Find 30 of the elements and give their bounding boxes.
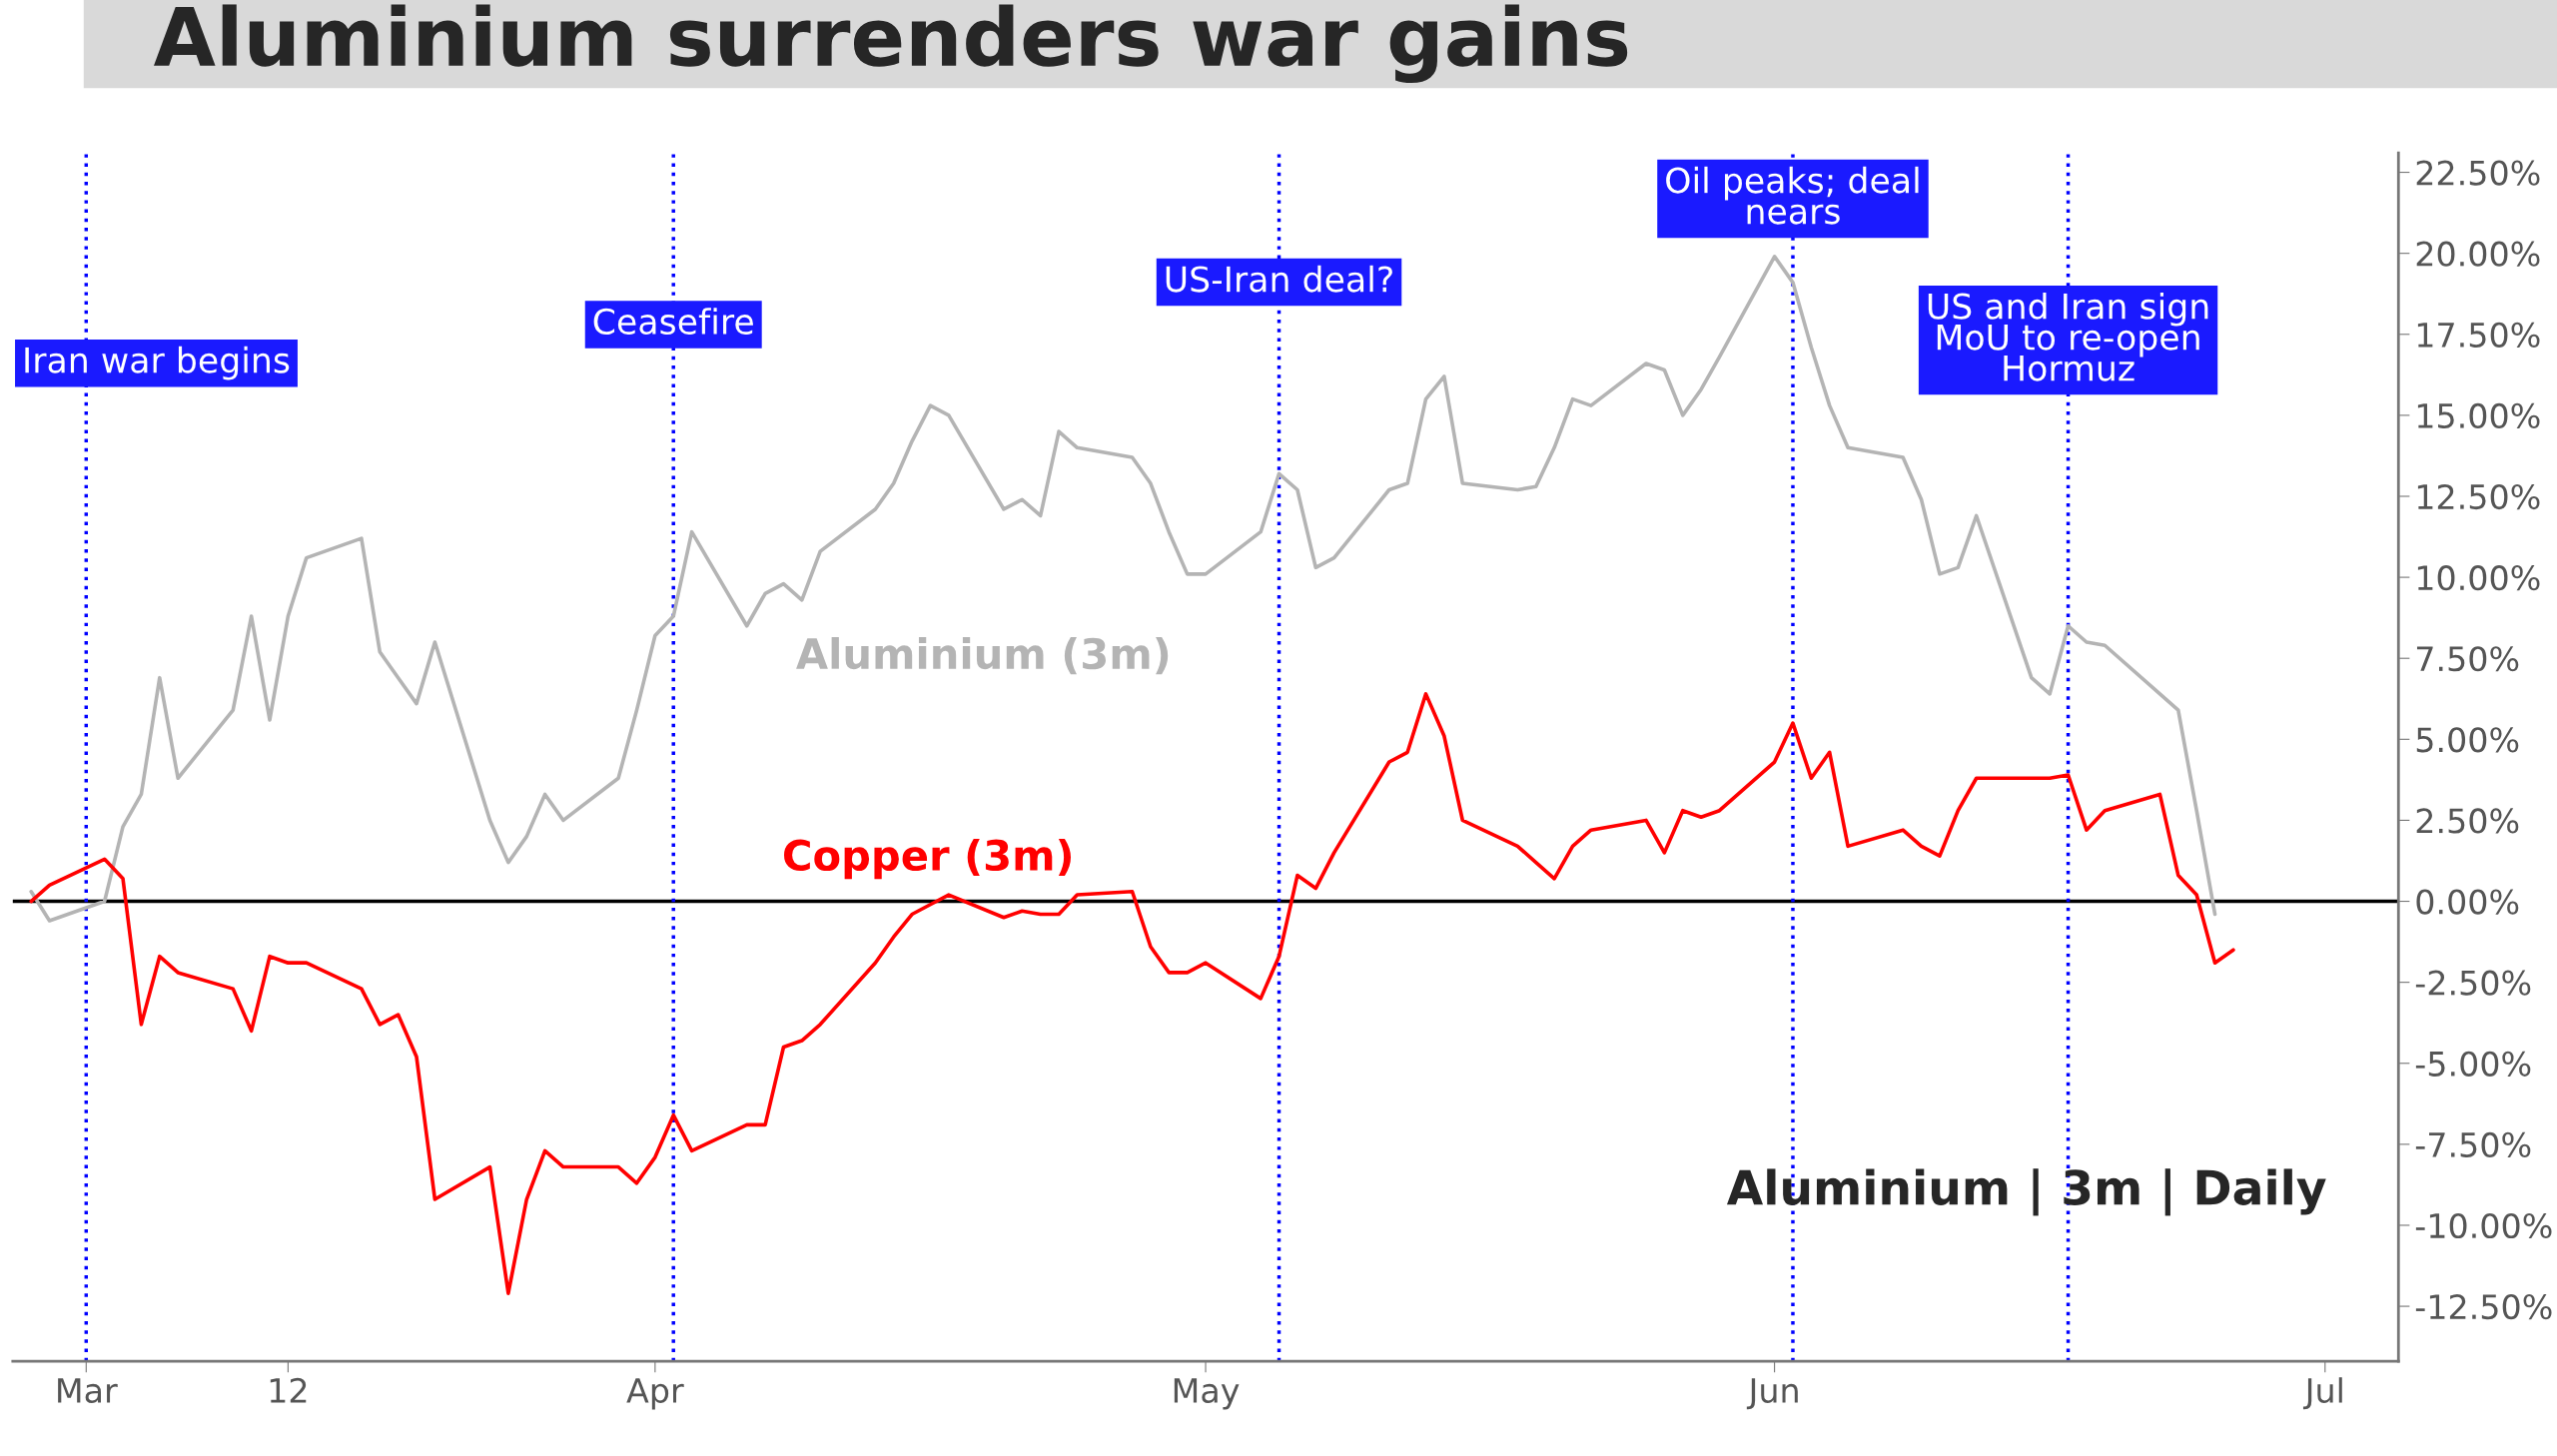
y-tick-label: -12.50% <box>2415 1294 2552 1320</box>
y-tick-label: 15.00% <box>2417 402 2540 429</box>
series-label: Copper (3m) <box>784 838 1072 880</box>
ref-line-label: Iran war begins <box>25 346 290 380</box>
x-tick-label: Apr <box>626 1378 684 1410</box>
y-tick-label: 7.50% <box>2416 646 2519 672</box>
y-tick-label: -10.00% <box>2415 1212 2552 1239</box>
y-tick-label: 17.50% <box>2417 322 2540 348</box>
y-tick-label: -5.00% <box>2415 1051 2531 1077</box>
x-tick-label: Jul <box>2302 1377 2342 1410</box>
y-tick-label: 2.50% <box>2416 808 2519 834</box>
y-tick-label: 20.00% <box>2416 241 2540 267</box>
y-tick-label: 5.00% <box>2416 727 2519 753</box>
ref-line-label: US-Iran deal? <box>1166 265 1392 293</box>
annotation: Aluminium | 3m | Daily <box>1726 1168 2326 1216</box>
series-label: Aluminium (3m) <box>796 637 1169 675</box>
x-tick-label: 12 <box>270 1377 307 1403</box>
y-tick-label: 22.50% <box>2416 160 2540 186</box>
y-tick-label: -2.50% <box>2415 970 2531 996</box>
y-tick-label: 0.00% <box>2416 889 2519 915</box>
ref-line-label: Ceasefire <box>593 308 753 335</box>
y-tick-label: 12.50% <box>2417 483 2540 510</box>
x-tick-label: Jun <box>1746 1378 1798 1410</box>
ref-line-label: US and Iran sign MoU to re-open Hormuz <box>1928 292 2208 381</box>
chart-title: Aluminium surrenders war gains <box>153 4 1628 84</box>
x-tick-label: Mar <box>58 1378 118 1403</box>
y-tick-label: -7.50% <box>2415 1131 2531 1157</box>
x-tick-label: May <box>1174 1378 1240 1410</box>
ref-line-label: Oil peaks; deal nears <box>1666 166 1919 225</box>
y-tick-label: 10.00% <box>2417 565 2540 591</box>
